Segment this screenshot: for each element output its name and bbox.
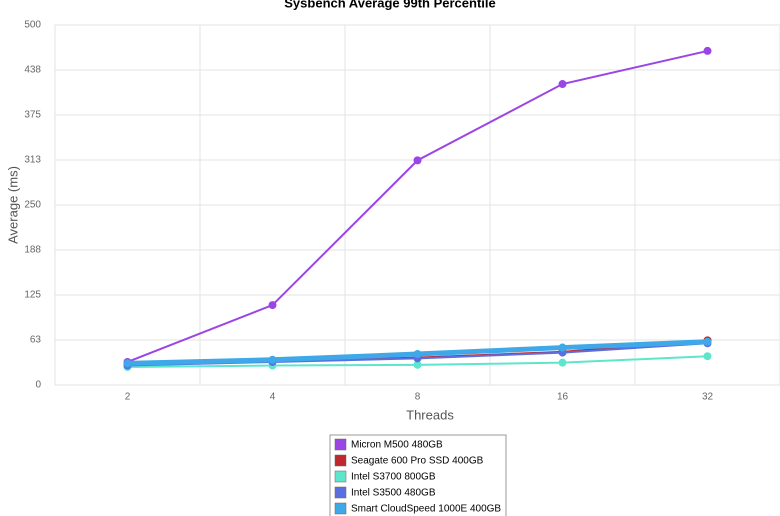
y-tick-label: 63: [30, 335, 42, 346]
point: [703, 46, 712, 55]
x-tick-label: 4: [270, 392, 276, 403]
y-tick-label: 313: [24, 155, 41, 166]
legend-box: [329, 434, 507, 516]
x-tick-label: 2: [125, 392, 131, 403]
legend-label: Smart CloudSpeed 1000E 400GB: [351, 504, 501, 515]
point: [703, 337, 712, 346]
point: [123, 359, 132, 368]
x-tick-label: 8: [415, 392, 421, 403]
point: [558, 358, 567, 367]
point: [413, 156, 422, 165]
x-axis-label: Threads: [406, 407, 454, 422]
legend-swatch: [334, 454, 347, 467]
y-tick-label: 438: [24, 65, 41, 76]
y-tick-label: 0: [35, 380, 41, 391]
legend-swatch: [334, 502, 347, 515]
legend-label: Intel S3500 480GB: [351, 488, 436, 499]
point: [558, 80, 567, 89]
point: [413, 360, 422, 369]
y-axis-label: Average (ms): [5, 166, 20, 244]
point: [558, 343, 567, 352]
legend-swatch: [334, 470, 347, 483]
x-tick-label: 32: [702, 392, 714, 403]
y-tick-label: 125: [24, 290, 41, 301]
legend-swatch: [334, 486, 347, 499]
y-tick-label: 188: [24, 245, 41, 256]
y-tick-label: 375: [24, 110, 41, 121]
y-tick-label: 500: [24, 20, 41, 31]
point: [268, 355, 277, 364]
y-tick-label: 250: [24, 200, 41, 211]
legend-label: Seagate 600 Pro SSD 400GB: [351, 456, 484, 467]
legend-label: Micron M500 480GB: [351, 440, 443, 451]
x-tick-label: 16: [557, 392, 569, 403]
series-line: [127, 49, 708, 363]
chart-title: Sysbench Average 99th Percentile: [284, 0, 495, 10]
legend-swatch: [334, 438, 347, 451]
point: [413, 350, 422, 359]
point: [703, 352, 712, 361]
point: [268, 301, 277, 310]
legend-label: Intel S3700 800GB: [351, 472, 436, 483]
